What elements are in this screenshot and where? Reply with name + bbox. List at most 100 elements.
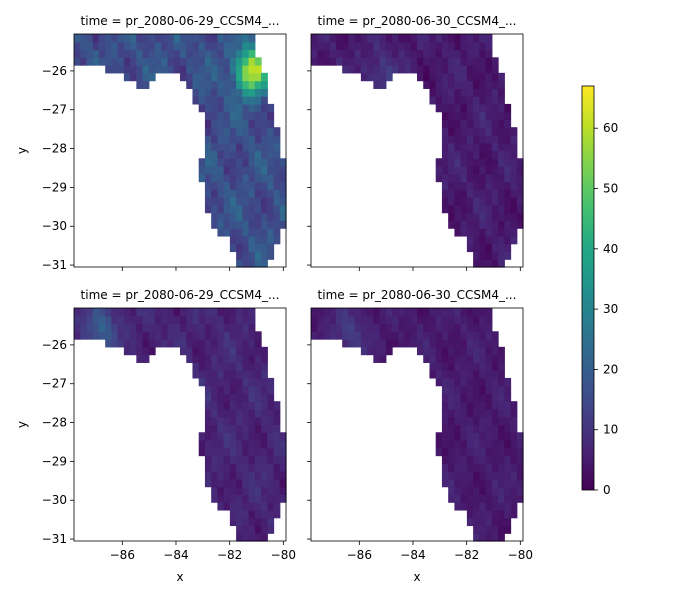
heatmap-cell (423, 34, 431, 43)
heatmap-cell (479, 346, 487, 356)
heatmap-cell (248, 127, 256, 136)
heatmap-cell (460, 455, 468, 464)
heatmap-cell (441, 197, 449, 206)
heatmap-cell (254, 346, 262, 356)
heatmap-cell (223, 385, 231, 395)
heatmap-cell (248, 525, 256, 534)
heatmap-cell (236, 166, 243, 175)
heatmap-cell (254, 150, 262, 159)
heatmap-cell (279, 432, 287, 441)
heatmap-cell (229, 509, 237, 519)
heatmap-cell (217, 57, 225, 66)
heatmap-cell (485, 370, 493, 379)
heatmap-cell (485, 463, 493, 472)
heatmap-cell (410, 49, 418, 58)
x-axis-label: x (176, 570, 183, 584)
heatmap-cell (267, 494, 275, 503)
heatmap-cell (466, 432, 474, 441)
heatmap-cell (485, 432, 493, 441)
heatmap-cell (242, 455, 250, 464)
heatmap-cell (236, 502, 243, 511)
heatmap-cell (248, 331, 256, 340)
heatmap-cell (217, 486, 225, 495)
heatmap-cell (360, 308, 368, 317)
heatmap-cell (454, 88, 462, 97)
heatmap-cell (161, 331, 169, 340)
heatmap-cell (242, 362, 250, 371)
heatmap-cell (498, 189, 505, 198)
heatmap-cell (448, 315, 456, 325)
colorbar-tick-label: 0 (603, 483, 611, 497)
heatmap-cell (267, 478, 275, 488)
axes-frame (310, 33, 524, 268)
heatmap-cell (279, 204, 287, 214)
heatmap-cell (429, 370, 437, 379)
heatmap-cell (74, 57, 81, 66)
heatmap-cell (217, 339, 225, 348)
heatmap-cell (211, 181, 219, 190)
heatmap-cell (105, 57, 113, 66)
heatmap-cell (335, 308, 343, 317)
heatmap-cell (229, 220, 237, 229)
heatmap-cell (498, 181, 505, 190)
heatmap-cell (504, 142, 512, 152)
heatmap-cell (460, 447, 468, 457)
heatmap-cell (491, 212, 499, 221)
heatmap-cell (248, 455, 256, 464)
heatmap-cell (254, 197, 262, 206)
heatmap-cell (448, 432, 456, 441)
heatmap-cell (254, 204, 262, 214)
x-tick-label: −84 (163, 548, 188, 562)
heatmap-cell (392, 57, 399, 66)
heatmap-cell (198, 440, 206, 449)
heatmap-cell (441, 447, 449, 457)
heatmap-cell (242, 57, 250, 66)
heatmap-cell (392, 41, 399, 51)
heatmap-cell (236, 197, 243, 206)
heatmap-cell (454, 204, 462, 214)
heatmap-cell (498, 220, 505, 229)
heatmap-cell (217, 96, 225, 105)
heatmap-cell (473, 119, 480, 128)
heatmap-cell (510, 150, 518, 159)
heatmap-cell (229, 416, 237, 426)
heatmap-cell (435, 173, 443, 183)
heatmap-cell (479, 401, 487, 410)
heatmap-cell (485, 150, 493, 159)
heatmap-cell (448, 189, 456, 198)
heatmap-cell (248, 49, 256, 58)
y-tick-label: −29 (42, 180, 67, 194)
heatmap-cell (142, 323, 150, 332)
heatmap-cell (261, 408, 268, 418)
heatmap-cell (173, 34, 181, 43)
heatmap-cell (236, 432, 243, 441)
heatmap-cell (441, 150, 449, 159)
heatmap-cell (479, 424, 487, 433)
heatmap-cell (198, 158, 206, 167)
heatmap-cell (180, 346, 187, 356)
heatmap-cell (261, 150, 268, 159)
heatmap-cell (367, 72, 374, 82)
heatmap-cell (248, 251, 256, 260)
heatmap-cell (454, 142, 462, 152)
heatmap-cell (479, 509, 487, 519)
heatmap-cell (248, 220, 256, 229)
panel: time = pr_2080-06-30_CCSM4_...−86 −84 −82−… (307, 288, 533, 584)
heatmap-cell (217, 502, 225, 511)
heatmap-cell (473, 134, 480, 144)
heatmap-cell (279, 447, 287, 457)
heatmap-cell (335, 315, 343, 325)
heatmap-cell (229, 80, 237, 89)
heatmap-cell (204, 134, 212, 144)
heatmap-cell (192, 41, 200, 51)
heatmap-cell (466, 509, 474, 519)
heatmap-cell (173, 331, 181, 340)
heatmap-cell (454, 65, 462, 74)
heatmap-cell (510, 181, 518, 190)
heatmap-cell (254, 103, 262, 113)
heatmap-cell (155, 339, 162, 348)
heatmap-cell (448, 220, 456, 229)
heatmap-cell (180, 331, 187, 340)
heatmap-cell (186, 65, 194, 74)
heatmap-cell (417, 323, 424, 332)
